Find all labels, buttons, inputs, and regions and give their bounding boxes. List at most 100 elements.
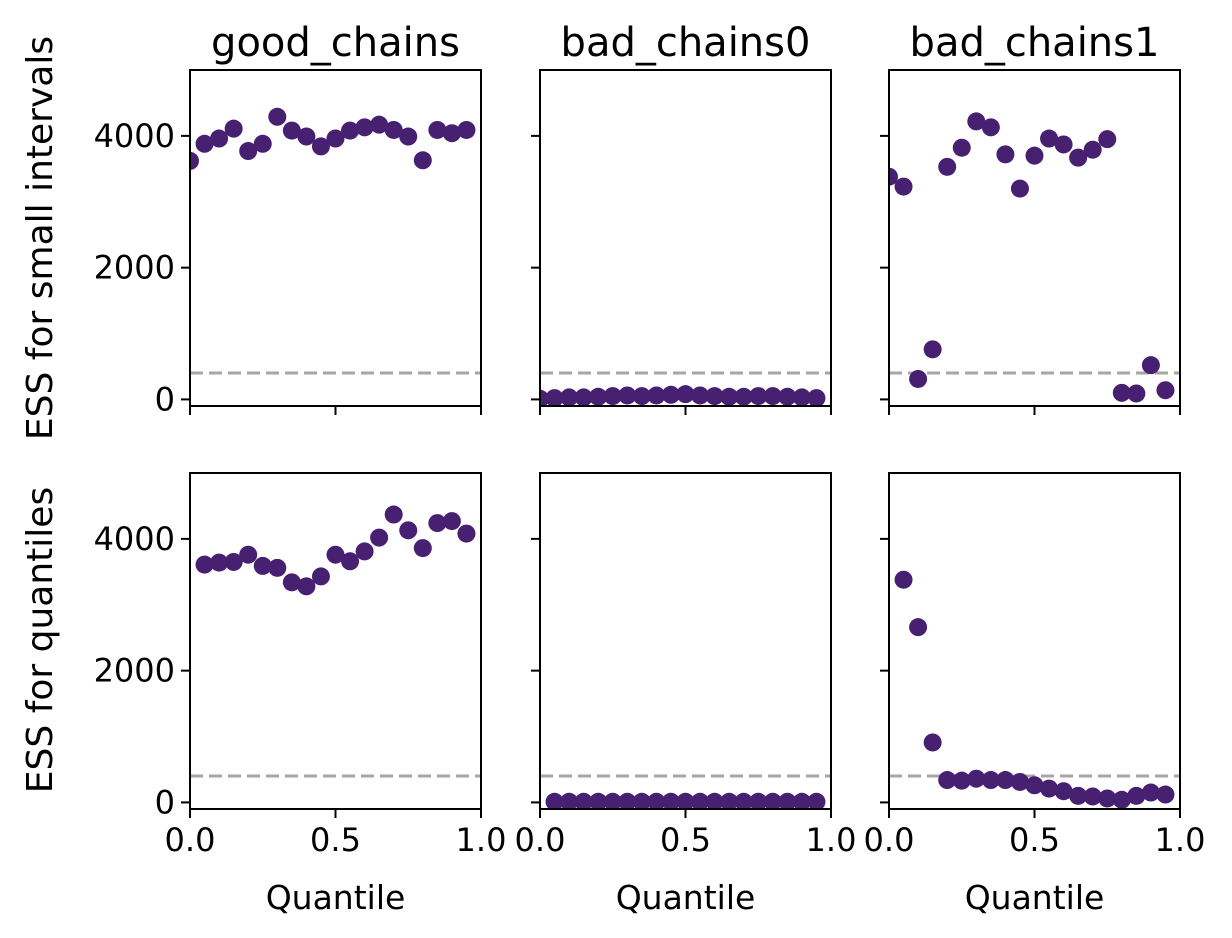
data-point [720,792,739,809]
data-point [545,792,564,809]
data-points [540,385,826,406]
data-points [889,112,1175,403]
data-point [705,387,724,406]
data-point [749,792,768,809]
data-point [239,142,258,161]
panel-frame [888,472,1181,810]
data-point [224,119,243,138]
x-tick-label: 0.5 [660,821,711,859]
data-point [894,570,913,589]
data-point [224,552,243,571]
data-point [326,545,345,564]
data-point [1025,146,1044,165]
data-point [413,151,432,170]
data-point [938,771,957,790]
data-point [807,792,826,809]
data-point [763,387,782,406]
data-point [268,558,287,577]
panel-r0c1: bad_chains0 [531,20,832,415]
y-tick-label: 2000 [94,652,175,690]
data-point [1098,130,1117,149]
data-point [399,127,418,146]
data-point [428,120,447,139]
panel-grid: 0 2000 4000 good_chains bad_chains0 bad_chain… [94,20,1206,917]
data-point [384,120,403,139]
data-point [297,577,316,596]
panel-r1c0: 0 2000 4000 0.0 0.5 1.0 Quantile [94,472,507,917]
data-point [1083,787,1102,806]
data-point [326,129,345,148]
data-point [734,792,753,809]
data-point [996,771,1015,790]
data-point [210,129,229,148]
data-point [1069,786,1088,805]
y-tick-label: 0 [155,380,175,418]
data-point [647,792,666,809]
data-point [894,177,913,196]
data-point [311,137,330,156]
data-point [1040,779,1059,798]
data-point [1112,790,1131,809]
data-point [996,145,1015,164]
data-point [909,369,928,388]
data-point [195,134,214,153]
data-point [210,553,229,572]
data-point [691,792,710,809]
data-point [1054,782,1073,801]
data-point [705,792,724,809]
data-point [1010,179,1029,198]
data-point [574,388,593,406]
data-point [691,386,710,405]
x-tick-label: 0.5 [310,821,361,859]
data-point [297,127,316,146]
data-point [1112,383,1131,402]
data-point [413,539,432,558]
data-point [560,388,579,406]
x-tick-label: 1.0 [806,821,857,859]
data-point [282,573,301,592]
data-point [574,792,593,809]
data-point [778,387,797,406]
data-point [1141,356,1160,375]
panel-r0c0: 0 2000 4000 good_chains [94,20,482,418]
x-tick-label: 1.0 [456,821,507,859]
data-points [190,107,476,170]
y-tick-label: 0 [155,783,175,821]
data-point [1127,786,1146,805]
panel-r1c2: 0.0 0.5 1.0 Quantile [864,472,1205,917]
data-point [967,112,986,131]
x-tick-label: 0.0 [864,821,915,859]
x-axis-label: Quantile [266,878,406,917]
data-point [1098,789,1117,808]
data-point [967,769,986,788]
data-point [1156,785,1175,804]
column-title: good_chains [211,20,460,66]
data-point [589,387,608,406]
data-point [282,121,301,140]
data-point [749,387,768,406]
data-point [399,521,418,540]
data-points [545,792,826,809]
data-point [560,792,579,809]
column-title: bad_chains0 [561,20,811,66]
data-point [457,120,476,139]
data-point [545,389,564,406]
data-point [632,387,651,406]
data-point [603,792,622,809]
data-point [763,792,782,809]
data-point [341,552,360,571]
panel-frame [539,69,832,407]
data-points [894,570,1175,809]
data-point [355,118,374,137]
data-point [889,167,898,186]
data-point [195,555,214,574]
data-point [661,385,680,404]
panel-frame [539,472,832,810]
column-title: bad_chains1 [910,20,1160,66]
data-point [1040,129,1059,148]
data-point [734,387,753,406]
data-point [355,542,374,561]
data-point [778,792,797,809]
data-point [370,115,389,134]
